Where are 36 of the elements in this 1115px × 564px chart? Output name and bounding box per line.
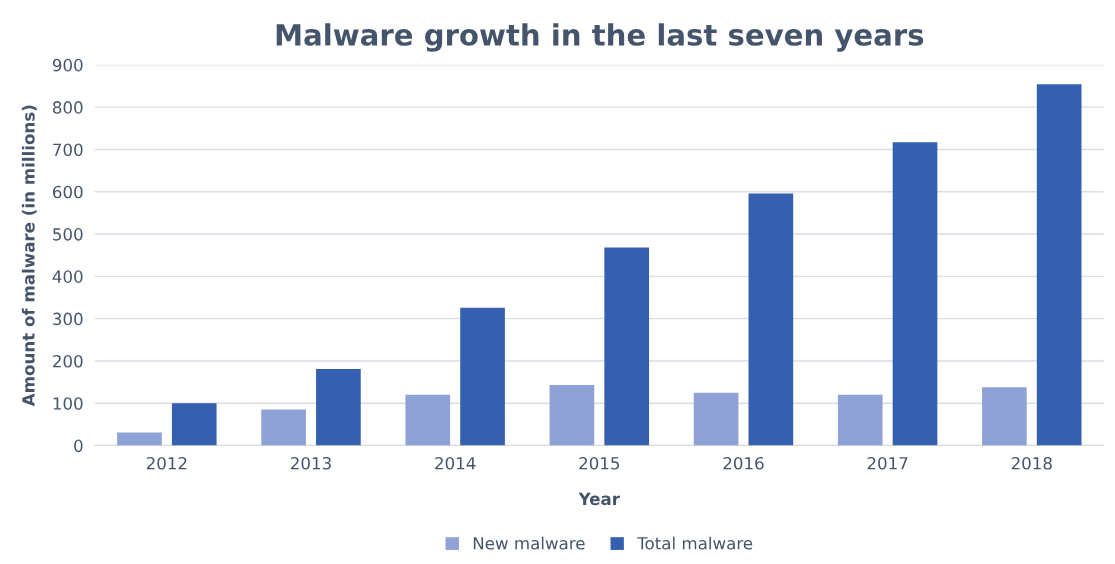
bar <box>982 387 1027 446</box>
y-tick-label: 200 <box>53 354 83 368</box>
bar <box>693 392 739 446</box>
bar <box>171 403 217 446</box>
y-tick-label: 800 <box>52 101 83 114</box>
bar <box>460 307 505 446</box>
x-tick-label: 2012 <box>146 456 187 470</box>
y-tick-label: 400 <box>52 270 83 283</box>
x-axis-title: Year <box>578 492 620 506</box>
legend-label: New malware <box>473 536 585 550</box>
y-tick-label: 700 <box>53 143 83 157</box>
y-axis-title: Amount of malware (in millions) <box>21 105 37 407</box>
x-tick-label: 2015 <box>579 456 620 470</box>
bar <box>316 369 361 446</box>
x-tick-label: 2017 <box>867 456 908 470</box>
y-tick-label: 0 <box>74 439 83 453</box>
y-tick-label: 900 <box>52 58 83 72</box>
bar <box>261 409 306 446</box>
bar <box>405 394 451 446</box>
x-tick-label: 2016 <box>723 456 764 470</box>
y-tick-label: 600 <box>53 185 83 199</box>
bar <box>1036 84 1082 446</box>
y-tick-label: 500 <box>53 228 83 241</box>
x-tick-label: 2018 <box>1011 456 1052 470</box>
legend-label: Total malware <box>637 536 753 550</box>
y-tick-label: 300 <box>53 312 83 326</box>
chart-title: Malware growth in the last seven years <box>276 23 924 52</box>
bar <box>837 394 883 446</box>
bar <box>117 432 162 446</box>
x-tick-label: 2014 <box>435 456 476 470</box>
bar <box>748 193 794 446</box>
bar <box>549 385 595 446</box>
x-tick-label: 2013 <box>291 456 331 470</box>
bar <box>892 142 938 446</box>
y-tick-label: 100 <box>53 397 83 410</box>
bar <box>604 247 650 446</box>
